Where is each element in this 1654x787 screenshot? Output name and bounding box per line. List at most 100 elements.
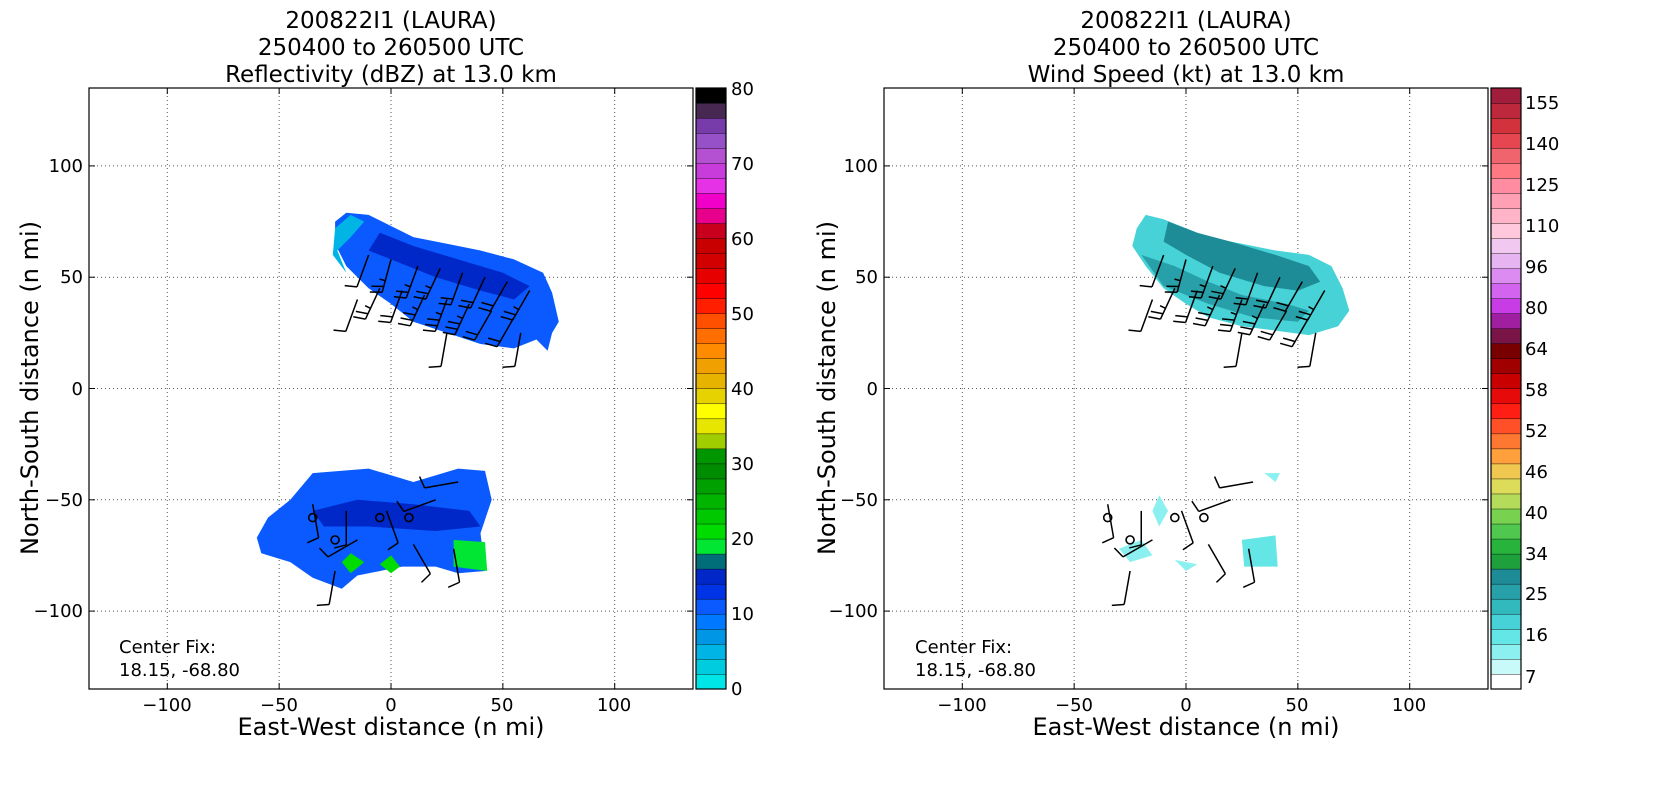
wind-barb-flag — [447, 320, 461, 325]
wind-speed-panel: 200822I1 (LAURA) 250400 to 260500 UTC Wi… — [813, 8, 1559, 741]
wind-barb-flag — [333, 329, 346, 333]
colorbar-segment — [1490, 658, 1522, 675]
colorbar-segment — [1490, 613, 1522, 630]
colorbar-label: 140 — [1525, 134, 1559, 155]
colorbar-label: 46 — [1525, 462, 1548, 483]
wind-barb-flag — [484, 342, 498, 348]
wind-barb-flag — [344, 284, 358, 288]
wind-barb-staff — [356, 254, 370, 288]
wind-barb-flag — [318, 547, 329, 558]
colorbar-segment — [1490, 358, 1522, 374]
wind-barb-flag — [355, 310, 369, 315]
colorbar-segment — [1490, 313, 1522, 329]
calm-wind-circle — [1102, 512, 1113, 523]
colorbar-segment — [695, 388, 727, 405]
calm-wind-circle — [404, 512, 414, 523]
calm-wind-circle — [1125, 535, 1135, 545]
wind-barb-flag — [1197, 311, 1211, 316]
y-tick-label: 100 — [844, 156, 878, 177]
field-region-lower-green-3 — [379, 555, 400, 574]
y-tick-label: −100 — [829, 601, 878, 622]
reflectivity-x-tick-labels: −100 −50 0 50 100 — [142, 695, 631, 716]
colorbar-segment — [695, 207, 727, 224]
wind-x-tick-labels: −100 −50 0 50 100 — [937, 695, 1426, 716]
wind-center-fix-value: 18.15, -68.80 — [915, 660, 1036, 681]
colorbar-segment — [1490, 628, 1522, 645]
wind-colorbar-labels: 7 16 25 34 40 46 52 58 64 80 96 110 125 … — [1525, 93, 1559, 688]
wind-barb-staff — [1247, 548, 1256, 583]
wind-barb-staff — [345, 299, 359, 332]
wind-title-line-3: Wind Speed (kt) at 13.0 km — [1028, 62, 1345, 88]
colorbar-segment — [1490, 523, 1522, 540]
colorbar-segment — [1490, 132, 1522, 149]
field-region-lower-green-2 — [341, 553, 365, 574]
wind-wind-barbs — [1102, 254, 1326, 607]
wind-barb-flag — [1222, 318, 1235, 321]
wind-barb-flag — [1173, 320, 1186, 324]
wind-barb-staff — [412, 543, 432, 575]
wind-barb-flag — [416, 290, 429, 295]
colorbar-segment — [1490, 403, 1522, 420]
wind-barb-half-flag — [1308, 305, 1315, 311]
wind-barb-flag — [462, 335, 475, 341]
wind-barb-flag — [1191, 500, 1200, 512]
colorbar-segment — [695, 403, 727, 420]
colorbar-segment — [695, 658, 727, 675]
wind-barb-staff — [364, 288, 381, 320]
colorbar-segment — [1490, 102, 1522, 119]
colorbar-segment — [695, 613, 727, 630]
wind-barb-flag — [478, 306, 491, 312]
wind-barb-flag — [334, 544, 347, 549]
wind-barb-flag — [1213, 476, 1221, 489]
colorbar-segment — [1490, 493, 1522, 510]
x-tick-label: 100 — [1392, 695, 1426, 716]
reflectivity-title-line-2: 250400 to 260500 UTC — [258, 35, 524, 61]
colorbar-label: 58 — [1525, 380, 1548, 401]
wind-barb-flag — [1276, 301, 1289, 307]
wind-barb-flag — [400, 317, 413, 322]
reflectivity-grid — [89, 88, 693, 689]
wind-barb-flag — [424, 323, 438, 327]
wind-barb-half-flag — [1207, 306, 1214, 311]
wind-barb-flag — [402, 311, 416, 316]
reflectivity-y-axis-label: North-South distance (n mi) — [16, 221, 44, 555]
colorbar-segment — [1490, 87, 1522, 104]
calm-wind-circle — [1170, 512, 1180, 523]
colorbar-segment — [1490, 343, 1522, 359]
wind-barb-flag — [1237, 331, 1251, 336]
colorbar-segment — [695, 147, 727, 164]
colorbar-segment — [695, 673, 727, 690]
wind-title-line-1: 200822I1 (LAURA) — [1080, 8, 1291, 34]
wind-barb-flag — [1279, 342, 1293, 348]
wind-barb-flag — [1297, 365, 1310, 368]
wind-center-fix-label: Center Fix: — [915, 637, 1012, 658]
colorbar-segment — [1490, 598, 1522, 615]
colorbar-segment — [1490, 388, 1522, 405]
colorbar-label: 52 — [1525, 421, 1548, 442]
wind-barb-flag — [1192, 322, 1206, 327]
wind-barb-flag — [1102, 537, 1114, 544]
wind-barb-flag — [460, 299, 474, 304]
colorbar-segment — [1490, 643, 1522, 660]
colorbar-label: 110 — [1525, 216, 1559, 237]
colorbar-segment — [1490, 553, 1522, 570]
wind-barb-staff — [452, 548, 461, 583]
wind-barb-flag — [502, 365, 515, 368]
colorbar-segment — [695, 358, 727, 374]
colorbar-label: 16 — [1525, 625, 1548, 646]
colorbar-segment — [695, 628, 727, 645]
wind-grid — [884, 88, 1488, 689]
colorbar-segment — [695, 478, 727, 495]
field-region-upper-band — [335, 212, 559, 351]
wind-title-line-2: 250400 to 260500 UTC — [1053, 35, 1319, 61]
wind-barb-flag — [447, 581, 460, 588]
wind-y-axis-label: North-South distance (n mi) — [813, 221, 841, 555]
y-tick-label: 50 — [60, 267, 83, 288]
reflectivity-wind-barbs — [307, 254, 531, 607]
colorbar-segment — [1490, 328, 1522, 344]
reflectivity-title-line-3: Reflectivity (dBZ) at 13.0 km — [225, 62, 557, 88]
colorbar-segment — [1490, 207, 1522, 224]
wind-barb-flag — [487, 337, 501, 343]
colorbar-segment — [695, 132, 727, 149]
